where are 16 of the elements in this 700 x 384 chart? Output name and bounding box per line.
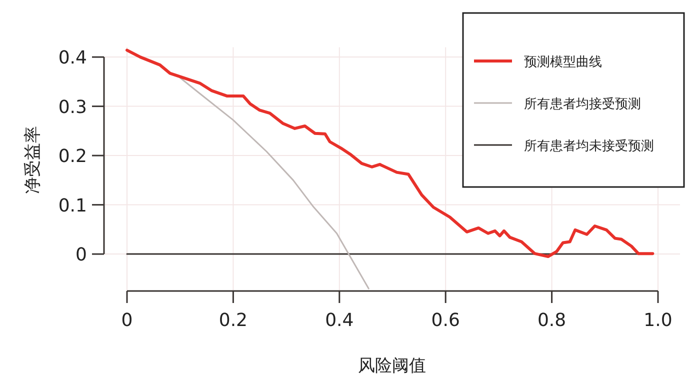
legend-label: 预测模型曲线	[524, 55, 602, 70]
y-tick-label: 0.3	[58, 96, 87, 118]
x-tick-label: 0.6	[431, 310, 460, 331]
x-axis-title: 风险阈值	[358, 356, 426, 376]
y-tick-label: 0.4	[58, 48, 87, 69]
y-tick-label: 0.2	[58, 146, 87, 168]
x-tick-label: 0.2	[218, 310, 248, 331]
x-tick-label: 0.4	[325, 310, 354, 331]
legend-label: 所有患者均未接受预测	[524, 139, 654, 154]
x-tick-label: 0	[121, 310, 133, 331]
x-tick-label: 1.0	[644, 310, 672, 331]
y-tick-label: 0.1	[58, 195, 87, 216]
x-tick-label: 0.8	[537, 310, 566, 331]
legend-label: 所有患者均接受预测	[524, 97, 641, 112]
y-tick-label: 0	[76, 244, 87, 266]
y-axis-title: 净受益率	[23, 126, 43, 194]
